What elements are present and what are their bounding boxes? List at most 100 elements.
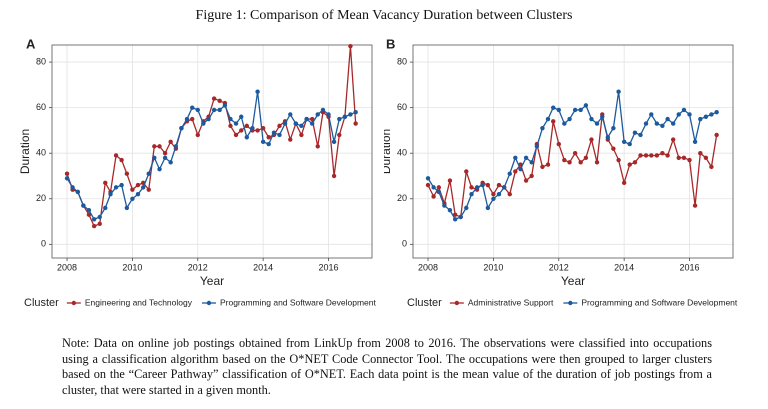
data-point <box>605 135 611 140</box>
data-point <box>86 212 92 217</box>
data-point <box>654 121 660 126</box>
x-tick-label: 2016 <box>680 262 700 272</box>
data-point <box>654 153 660 158</box>
data-point <box>239 114 244 119</box>
data-point <box>627 141 632 147</box>
data-point <box>551 119 556 124</box>
data-point <box>353 110 358 115</box>
data-point <box>480 182 485 188</box>
data-point <box>513 169 518 174</box>
plot-border <box>412 44 734 259</box>
data-point <box>534 144 540 149</box>
data-point <box>562 157 567 163</box>
data-point <box>146 187 151 192</box>
y-tick-label: 80 <box>36 56 46 66</box>
x-axis-label: Year <box>561 274 585 288</box>
data-point <box>507 171 512 176</box>
data-point <box>703 155 709 160</box>
data-point <box>485 205 491 211</box>
data-point <box>277 123 282 129</box>
data-point <box>315 112 320 117</box>
data-point <box>86 207 92 213</box>
data-point <box>540 125 545 131</box>
data-point <box>195 107 200 113</box>
data-point <box>436 189 442 195</box>
data-point <box>130 196 135 201</box>
data-point <box>244 135 250 140</box>
legend-label: Programming and Software Development <box>581 297 738 307</box>
data-point <box>513 155 518 160</box>
data-point <box>714 110 719 115</box>
data-point <box>611 125 616 131</box>
y-tick-label: 20 <box>397 193 407 203</box>
x-tick-label: 2012 <box>188 262 208 272</box>
data-point <box>64 171 70 176</box>
y-tick-label: 60 <box>397 102 407 112</box>
data-point <box>271 130 277 135</box>
x-tick-label: 2008 <box>57 262 77 272</box>
data-point <box>337 116 342 122</box>
legend-label: Administrative Support <box>468 297 554 307</box>
data-point <box>124 171 130 176</box>
data-point <box>660 151 665 156</box>
data-point <box>119 157 124 163</box>
data-point <box>452 212 458 217</box>
legend-title: Cluster <box>407 297 442 309</box>
data-point <box>529 160 534 165</box>
x-tick-label: 2012 <box>549 262 569 272</box>
data-point <box>157 144 162 149</box>
data-point <box>507 192 512 197</box>
data-point <box>567 160 572 165</box>
data-point <box>228 116 233 122</box>
data-point <box>162 155 168 160</box>
data-point <box>687 157 692 163</box>
x-tick-label: 2016 <box>319 262 339 272</box>
data-point <box>611 146 616 151</box>
data-point <box>255 89 260 94</box>
data-point <box>464 169 469 174</box>
data-point <box>692 203 698 208</box>
data-point <box>703 114 709 119</box>
y-tick-label: 60 <box>36 102 46 112</box>
data-point <box>442 203 447 208</box>
data-point <box>168 160 173 165</box>
data-point <box>211 96 217 101</box>
data-point <box>255 128 260 133</box>
data-point <box>70 185 75 190</box>
panel: 0 20 40 60 80 2008 2010 2012 2014 2016 A Year Durati… <box>18 36 376 308</box>
data-point <box>447 178 453 183</box>
data-point <box>621 139 627 145</box>
data-point <box>632 160 638 165</box>
x-tick-label: 2014 <box>253 262 273 272</box>
data-point <box>501 185 507 190</box>
data-point <box>627 162 632 167</box>
data-point <box>103 205 108 211</box>
data-point <box>709 112 714 117</box>
figure-note: Note: Data on online job postings obtain… <box>62 336 712 397</box>
data-point <box>452 217 458 222</box>
data-point <box>293 121 299 126</box>
data-point <box>130 187 135 192</box>
y-axis-label: Duration <box>18 129 32 174</box>
data-point <box>458 214 463 220</box>
legend-swatch-dot <box>568 300 573 306</box>
y-tick-label: 0 <box>402 239 407 249</box>
data-point <box>124 205 130 211</box>
data-point <box>621 180 627 186</box>
legend-label: Programming and Software Development <box>220 297 377 307</box>
data-point <box>222 103 228 108</box>
data-point <box>353 121 358 126</box>
data-point <box>260 139 266 145</box>
data-point <box>562 121 567 126</box>
data-point <box>266 141 271 147</box>
plot-background <box>52 45 372 258</box>
data-point <box>540 164 545 170</box>
x-tick-label: 2010 <box>483 262 503 272</box>
data-point <box>638 132 643 138</box>
data-point <box>342 114 348 119</box>
data-point <box>616 89 621 94</box>
data-point <box>152 144 157 149</box>
legend-title: Cluster <box>24 297 59 309</box>
data-point <box>309 116 315 122</box>
